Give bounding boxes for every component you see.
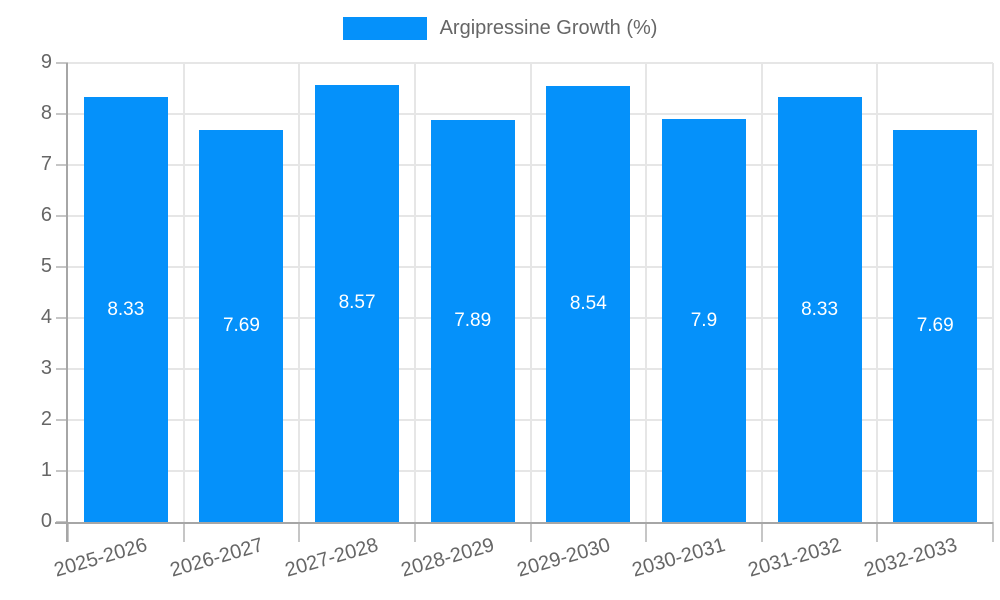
y-axis-tick — [56, 164, 68, 166]
y-axis-tick-label: 4 — [40, 306, 52, 328]
bar-value-label: 7.89 — [454, 309, 492, 331]
y-axis-tick-label: 0 — [40, 510, 52, 532]
y-axis-tick — [56, 470, 68, 472]
gridline-vertical — [529, 63, 532, 522]
gridline-vertical — [298, 63, 301, 522]
bar: 7.9 — [661, 119, 746, 522]
bar: 8.33 — [83, 97, 168, 522]
gridline-vertical — [992, 63, 994, 522]
x-axis-tick — [298, 522, 301, 542]
y-axis-tick — [56, 215, 68, 217]
y-axis-tick-label: 6 — [40, 204, 52, 226]
x-axis-tick — [876, 522, 879, 542]
x-axis-tick — [645, 522, 648, 542]
bar: 8.33 — [777, 97, 862, 522]
bar-value-label: 7.9 — [690, 309, 718, 331]
gridline-vertical — [645, 63, 648, 522]
x-axis-tick — [182, 522, 185, 542]
gridline-vertical — [760, 63, 763, 522]
x-axis-tick — [529, 522, 532, 542]
bar-value-label: 8.57 — [338, 292, 376, 314]
bar: 8.57 — [315, 84, 400, 522]
y-axis-tick-label: 5 — [40, 255, 52, 277]
y-axis-tick-label: 9 — [40, 51, 52, 73]
legend: Argipressine Growth (%) — [0, 17, 1000, 40]
y-axis-tick — [56, 266, 68, 268]
gridline-vertical — [413, 63, 416, 522]
x-axis-tick — [413, 522, 416, 542]
y-axis-tick-label: 3 — [40, 357, 52, 379]
x-axis-tick — [67, 522, 69, 542]
y-axis-tick — [56, 317, 68, 319]
bar: 7.89 — [430, 119, 515, 522]
y-axis-tick-label: 2 — [40, 408, 52, 430]
y-axis-line — [66, 63, 68, 542]
y-axis-tick-label: 8 — [40, 102, 52, 124]
y-axis-tick — [56, 368, 68, 370]
bar-value-label: 7.69 — [916, 314, 954, 336]
legend-label: Argipressine Growth (%) — [439, 17, 658, 39]
y-axis-tick — [56, 419, 68, 421]
gridline-vertical — [182, 63, 185, 522]
bar-value-label: 7.69 — [222, 314, 260, 336]
bar: 8.54 — [546, 86, 631, 522]
bar: 7.69 — [893, 129, 978, 522]
x-axis-tick — [760, 522, 763, 542]
y-axis-tick-label: 1 — [40, 459, 52, 481]
bar: 7.69 — [199, 129, 284, 522]
bar-value-label: 8.54 — [569, 293, 607, 315]
y-axis-tick — [56, 113, 68, 115]
y-axis-tick — [56, 62, 68, 64]
x-axis-line — [55, 522, 993, 524]
bar-value-label: 8.33 — [801, 298, 839, 320]
legend-swatch — [342, 17, 427, 40]
y-axis-tick-label: 7 — [40, 153, 52, 175]
x-axis-tick — [992, 522, 994, 542]
gridline-vertical — [876, 63, 879, 522]
bar-value-label: 8.33 — [107, 298, 145, 320]
